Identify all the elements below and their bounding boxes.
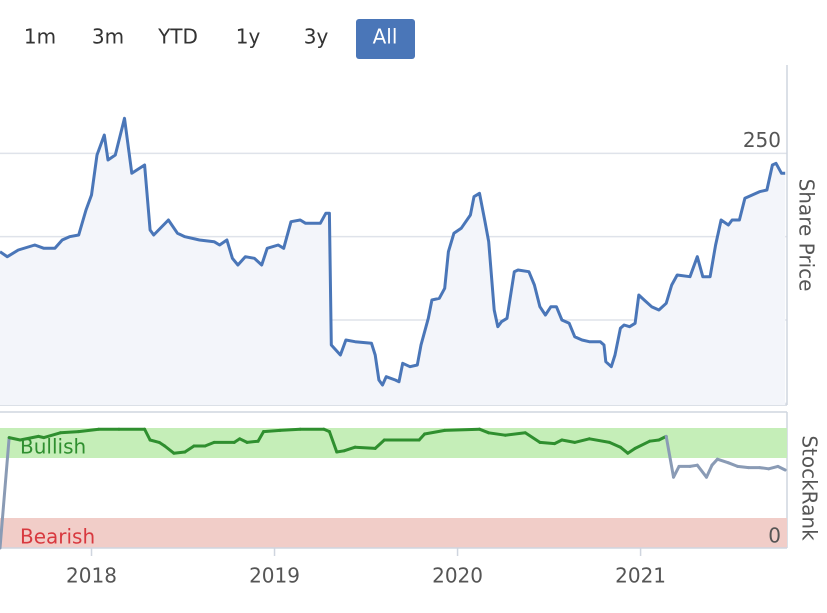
line-segment	[607, 440, 622, 449]
x-tick-label: 2019	[249, 564, 300, 588]
line-segment	[183, 444, 196, 454]
line-segment	[353, 445, 377, 450]
line-segment	[736, 464, 751, 470]
area	[0, 118, 786, 406]
line-segment	[327, 430, 339, 454]
line-segment	[278, 427, 302, 432]
y-axis-title: StockRank	[798, 435, 822, 541]
line-segment	[618, 445, 630, 455]
range-button-label: 1m	[24, 25, 56, 49]
line-segment	[203, 440, 216, 448]
line-segment	[42, 431, 62, 440]
line-segment	[423, 428, 447, 436]
range-button-label: YTD	[157, 25, 198, 49]
line-segment	[245, 439, 260, 444]
x-tick-label: 2021	[615, 564, 666, 588]
line-segment	[143, 427, 152, 442]
line-segment	[58, 430, 81, 435]
range-button[interactable]: All	[356, 19, 415, 59]
line-segment	[487, 431, 507, 437]
line-segment	[560, 438, 577, 444]
line-segment	[648, 438, 661, 443]
range-button-label: 3m	[92, 25, 124, 49]
line-segment	[633, 439, 652, 450]
y-tick-label: 250	[743, 128, 781, 152]
line-segment	[758, 466, 771, 471]
range-button-label: All	[373, 25, 398, 49]
line-segment	[373, 438, 386, 450]
line-segment	[342, 445, 357, 453]
line-segment	[776, 464, 787, 472]
range-button[interactable]: 1m	[24, 25, 56, 49]
band	[0, 518, 787, 548]
x-tick-label: 2018	[66, 564, 117, 588]
range-button[interactable]: 1y	[236, 25, 261, 49]
line-segment	[704, 463, 714, 479]
line-segment	[18, 434, 40, 442]
range-button[interactable]: 3y	[304, 25, 329, 49]
line-segment	[478, 427, 491, 435]
y-axis-title: Share Price	[795, 179, 819, 292]
range-button[interactable]: YTD	[157, 25, 198, 49]
x-tick-label: 2020	[432, 564, 483, 588]
line-segment	[77, 427, 101, 434]
line-segment	[443, 427, 482, 432]
line-segment	[587, 437, 611, 444]
line-segment	[262, 428, 282, 434]
y-tick-label: 0	[768, 524, 781, 548]
range-button-bg	[356, 19, 415, 59]
range-button[interactable]: 3m	[92, 25, 124, 49]
range-button-label: 3y	[304, 25, 329, 49]
band-label: Bearish	[20, 525, 95, 549]
line-segment	[538, 440, 557, 446]
line-segment	[664, 434, 676, 479]
line-segment	[256, 430, 266, 443]
line-segment	[7, 436, 22, 442]
line-segment	[672, 464, 681, 479]
line-segment	[726, 461, 740, 468]
line-segment	[715, 457, 730, 465]
line-segment	[767, 464, 780, 471]
line-segment	[523, 431, 542, 444]
line-segment	[148, 438, 161, 444]
line-segment	[573, 437, 591, 444]
line-segment	[0, 436, 11, 550]
range-button-label: 1y	[236, 25, 261, 49]
line-segment	[695, 463, 708, 479]
line-segment	[163, 444, 176, 455]
band	[0, 428, 787, 458]
line-segment	[172, 450, 187, 455]
line-segment	[503, 431, 527, 437]
line	[0, 116, 786, 387]
